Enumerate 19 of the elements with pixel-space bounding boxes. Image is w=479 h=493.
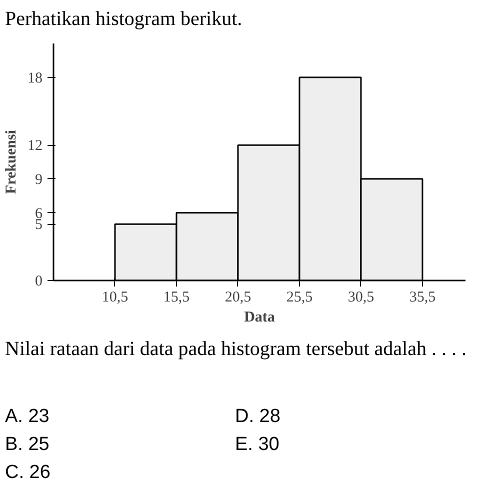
x-tick-label: 35,5 [409, 290, 436, 306]
x-tick-label: 10,5 [102, 290, 128, 306]
y-tick-label: 9 [35, 172, 42, 188]
text: D. 28 [235, 405, 282, 429]
x-tick-label: 20,5 [224, 290, 252, 306]
x-tick-label: 30,5 [348, 290, 374, 306]
text: Nilai rataan dari data pada histogram tersebut adalah . . . . [5, 337, 466, 362]
y-tick-label: 18 [28, 70, 42, 86]
text: B. 25 [5, 433, 50, 457]
text: E. 30 [235, 433, 280, 457]
y-tick-label: 0 [35, 274, 42, 290]
x-tick-label: 15,5 [163, 290, 190, 306]
text: C. 26 [5, 461, 52, 485]
text: A. 23 [5, 405, 50, 429]
x-tick-label: 25,5 [286, 290, 313, 306]
y-tick-label: 12 [28, 138, 42, 154]
x-axis-title: Data [244, 310, 276, 326]
chart-title: Perhatikan histogram berikut. [5, 7, 242, 32]
y-axis-title: Frekuensi [4, 130, 20, 194]
